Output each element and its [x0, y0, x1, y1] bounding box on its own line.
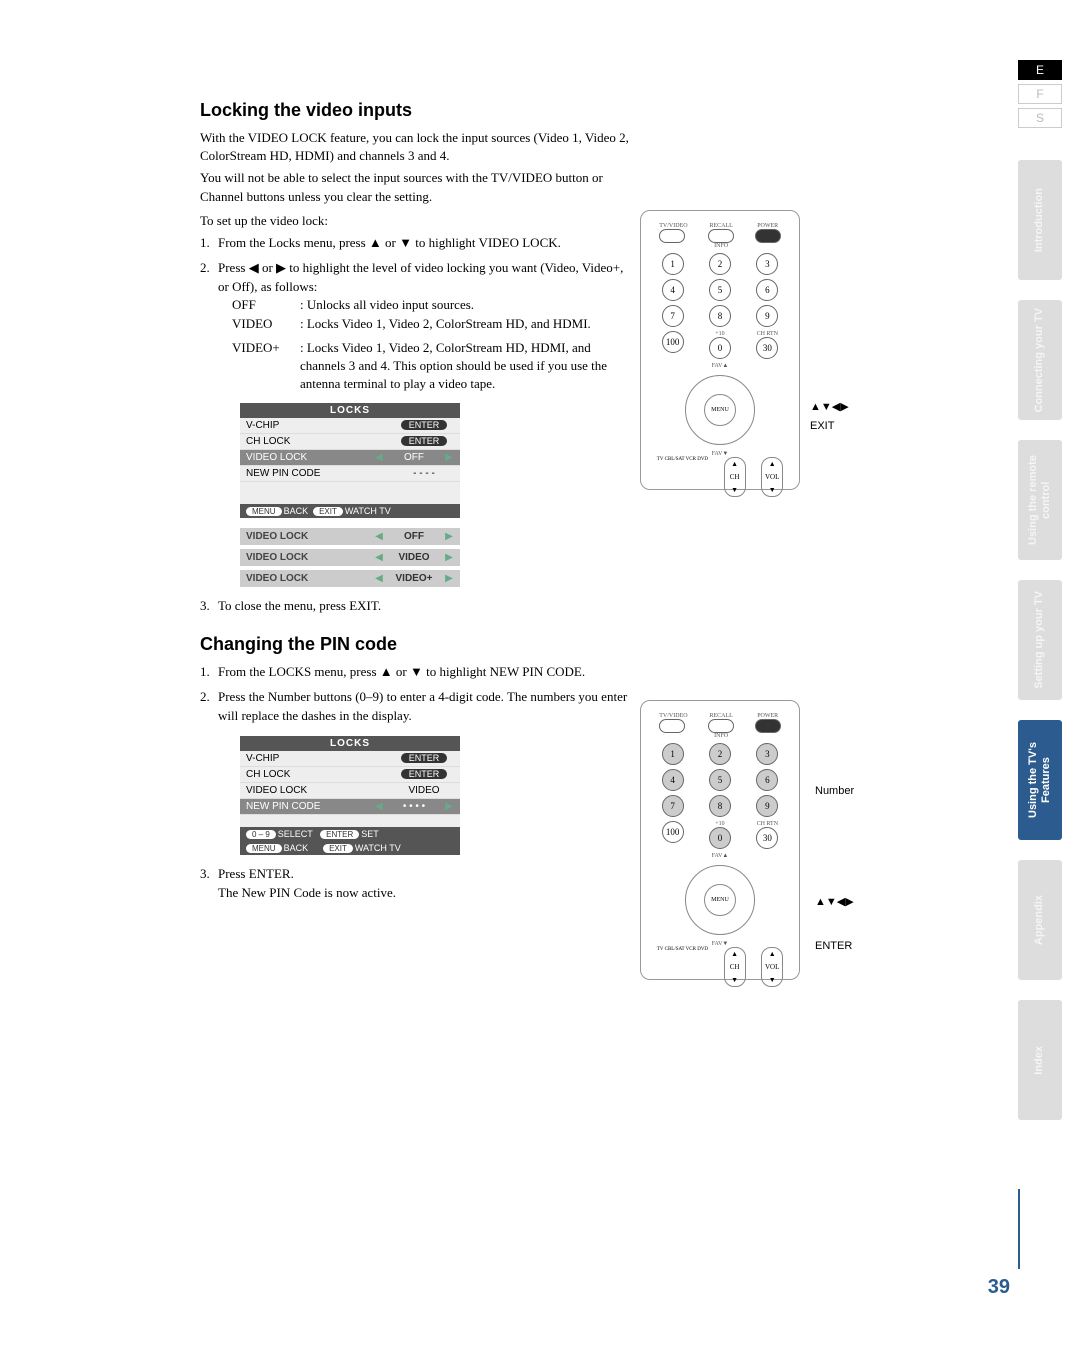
row-val: ENTER	[401, 753, 448, 763]
intro-3: To set up the video lock:	[200, 212, 630, 230]
row-key: VIDEO LOCK	[246, 785, 394, 796]
step-text: From the LOCKS menu, press ▲ or ▼ to hig…	[218, 664, 585, 679]
row-val: • • • •	[384, 801, 444, 812]
steps-locking: 1.From the Locks menu, press ▲ or ▼ to h…	[200, 234, 630, 393]
side-tabs: Introduction Connecting your TV Using th…	[1018, 160, 1062, 1120]
off-text: : Unlocks all video input sources.	[300, 296, 630, 314]
row-val: ENTER	[401, 420, 448, 430]
variant-off: VIDEO LOCK◀OFF▶	[240, 528, 460, 545]
row-key: V-CHIP	[246, 420, 394, 431]
videoplus-text: : Locks Video 1, Video 2, ColorStream HD…	[300, 339, 630, 394]
variant-video: VIDEO LOCK◀VIDEO▶	[240, 549, 460, 566]
page-number: 39	[988, 1276, 1010, 1299]
remote-diagram-top: TV/VIDEO RECALLINFO POWER 123 456 789 10…	[640, 210, 800, 490]
step-text: Press ENTER.	[218, 866, 294, 881]
row-val: ENTER	[401, 436, 448, 446]
callout-exit: EXIT	[810, 420, 834, 432]
tab-index: Index	[1018, 1000, 1062, 1120]
locks-panel-1: LOCKS V-CHIP ENTER CH LOCK ENTER VIDEO LOC…	[240, 403, 460, 518]
video-label: VIDEO	[232, 315, 300, 333]
row-key: CH LOCK	[246, 769, 394, 780]
row-key: V-CHIP	[246, 753, 394, 764]
tab-setting-up: Setting up your TV	[1018, 580, 1062, 700]
video-text: : Locks Video 1, Video 2, ColorStream HD…	[300, 315, 630, 333]
step-text: Press the Number buttons (0–9) to enter …	[218, 689, 627, 723]
callout-arrows: ▲▼◀▶	[815, 895, 854, 908]
variant-videoplus: VIDEO LOCK◀VIDEO+▶	[240, 570, 460, 587]
callout-arrows: ▲▼◀▶	[810, 400, 849, 413]
row-val: OFF	[384, 452, 444, 463]
row-key: CH LOCK	[246, 436, 394, 447]
off-label: OFF	[232, 296, 300, 314]
tab-connecting: Connecting your TV	[1018, 300, 1062, 420]
language-selector: E F S	[1018, 60, 1062, 132]
row-key: NEW PIN CODE	[246, 468, 394, 479]
heading-changing-pin: Changing the PIN code	[200, 634, 1020, 655]
steps-pin-end: 3.Press ENTER. The New PIN Code is now a…	[200, 865, 630, 903]
row-val: VIDEO	[394, 785, 454, 796]
step-text: The New PIN Code is now active.	[218, 885, 396, 900]
videoplus-label: VIDEO+	[232, 339, 300, 394]
locks-panel-2: LOCKS V-CHIP ENTER CH LOCK ENTER VIDEO LOC…	[240, 736, 460, 855]
callout-number: Number	[815, 785, 854, 797]
locks-footer: MENUBACK EXITWATCH TV	[240, 841, 460, 855]
locks-title: LOCKS	[240, 736, 460, 751]
page-divider	[1018, 1189, 1020, 1269]
row-val: - - - -	[394, 468, 454, 479]
intro-2: You will not be able to select the input…	[200, 169, 630, 205]
locks-title: LOCKS	[240, 403, 460, 418]
step-text: To close the menu, press EXIT.	[218, 598, 381, 613]
tab-appendix: Appendix	[1018, 860, 1062, 980]
locks-footer: 0 – 9SELECT ENTERSET	[240, 827, 460, 841]
tab-introduction: Introduction	[1018, 160, 1062, 280]
row-key: VIDEO LOCK	[246, 452, 374, 463]
steps-locking-close: 3.To close the menu, press EXIT.	[200, 597, 630, 616]
heading-locking-video: Locking the video inputs	[200, 100, 1020, 121]
remote-diagram-bottom: TV/VIDEO RECALLINFO POWER 123 456 789 10…	[640, 700, 800, 980]
tab-features: Using the TV's Features	[1018, 720, 1062, 840]
callout-enter: ENTER	[815, 940, 852, 952]
locks-footer: MENUBACK EXITWATCH TV	[240, 504, 460, 518]
step-text: From the Locks menu, press ▲ or ▼ to hig…	[218, 235, 561, 250]
row-key: NEW PIN CODE	[246, 801, 374, 812]
step-text: Press ◀ or ▶ to highlight the level of v…	[218, 260, 623, 294]
steps-pin: 1.From the LOCKS menu, press ▲ or ▼ to h…	[200, 663, 630, 726]
row-val: ENTER	[401, 769, 448, 779]
intro-1: With the VIDEO LOCK feature, you can loc…	[200, 129, 630, 165]
tab-remote: Using the remote control	[1018, 440, 1062, 560]
